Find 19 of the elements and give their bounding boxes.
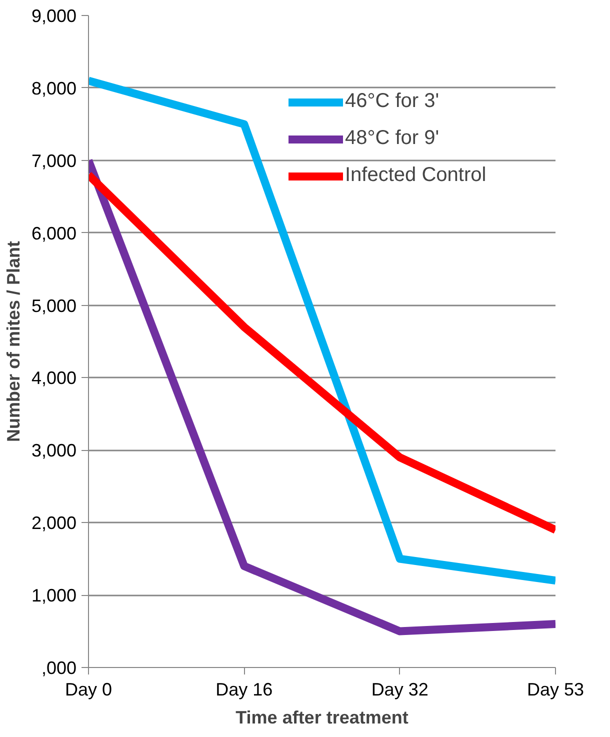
y-tick-label: 4,000 — [31, 368, 77, 388]
y-tick-label: 5,000 — [31, 296, 77, 316]
legend-label: Infected Control — [345, 164, 486, 187]
y-tick-label: 6,000 — [31, 223, 77, 244]
x-tick-label: Day 32 — [371, 680, 428, 700]
y-tick-label: 7,000 — [31, 150, 77, 171]
x-tick-label: Day 0 — [64, 680, 112, 700]
y-tick-label: 3,000 — [31, 440, 77, 461]
y-tick-label: 1,000 — [31, 586, 77, 606]
y-tick-label: 8,000 — [31, 78, 77, 98]
legend-label: 48°C for 9' — [345, 127, 440, 150]
legend-label: 46°C for 3' — [345, 90, 440, 113]
y-axis-title: Number of mites / Plant — [3, 240, 24, 442]
y-tick-label: 9,000 — [31, 6, 77, 26]
y-tick-label: ,000 — [41, 658, 77, 678]
x-tick-label: Day 53 — [526, 680, 584, 700]
x-tick-label: Day 16 — [216, 680, 273, 700]
y-tick-label: 2,000 — [31, 513, 77, 534]
x-axis-title: Time after treatment — [236, 708, 408, 728]
